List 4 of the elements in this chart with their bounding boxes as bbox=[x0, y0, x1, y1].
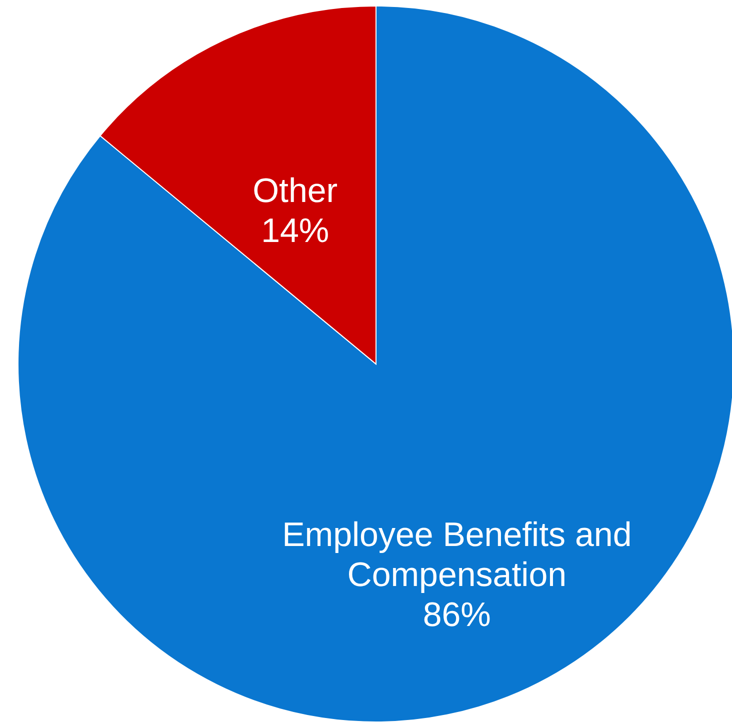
data-label: 86% bbox=[422, 596, 491, 634]
slice-label: Employee Benefits and Compensation bbox=[282, 516, 632, 594]
data-label: 14% bbox=[261, 212, 330, 250]
slice-label: Other bbox=[252, 172, 338, 210]
